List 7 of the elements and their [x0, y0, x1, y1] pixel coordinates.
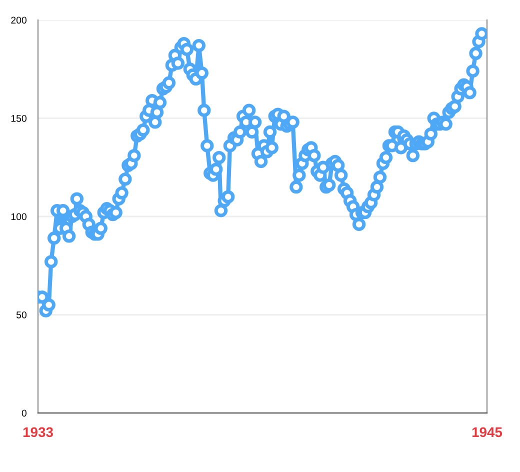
x-tick-label: 1933	[23, 427, 53, 438]
y-tick-label: 0	[22, 410, 27, 417]
x-tick-label: 1945	[472, 427, 502, 438]
y-tick-label: 150	[11, 114, 27, 122]
y-tick-label: 50	[16, 311, 27, 318]
y-tick-label: 100	[11, 213, 27, 220]
y-tick-label: 200	[11, 16, 27, 24]
